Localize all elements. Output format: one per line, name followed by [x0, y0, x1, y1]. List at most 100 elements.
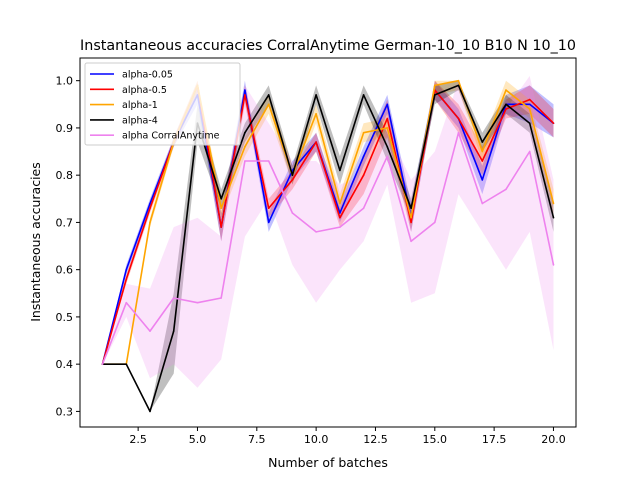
data-point	[434, 221, 436, 224]
data-point	[362, 155, 365, 158]
data-point	[291, 169, 294, 172]
data-point	[101, 363, 104, 366]
data-point	[552, 122, 555, 124]
data-point	[315, 113, 317, 115]
data-point	[528, 98, 531, 101]
data-point	[457, 117, 460, 120]
x-tick-label: 5.0	[189, 433, 207, 446]
data-point	[172, 330, 175, 332]
data-point	[315, 94, 317, 96]
y-axis-ticks: 0.3 0.4 0.5 0.6 0.7 0.8 0.9 1.0	[56, 75, 80, 418]
data-point	[125, 278, 128, 280]
data-point	[220, 226, 222, 228]
data-point	[362, 94, 365, 96]
legend-label: alpha CorralAnytime	[122, 131, 220, 142]
data-point	[125, 363, 128, 366]
y-tick-label: 0.4	[56, 358, 74, 371]
data-point	[149, 221, 151, 224]
data-point	[386, 127, 389, 129]
data-point	[267, 94, 270, 96]
data-point	[267, 207, 270, 209]
data-point	[220, 297, 222, 299]
y-tick-label: 1.0	[56, 75, 74, 88]
data-point	[528, 103, 531, 106]
confidence-band-1	[102, 80, 554, 365]
y-tick-label: 0.6	[56, 264, 74, 277]
x-tick-label: 17.5	[482, 433, 507, 446]
confidence-band-5	[102, 76, 554, 388]
data-point	[434, 84, 436, 87]
data-point	[339, 169, 341, 172]
y-axis-label: Instantaneous accuracies	[28, 162, 43, 322]
data-point	[552, 216, 555, 219]
legend: alpha-0.05 alpha-0.5 alpha-1 alpha-4 alpha C…	[84, 62, 241, 146]
data-point	[481, 150, 484, 153]
data-point	[149, 202, 151, 205]
data-point	[481, 202, 484, 205]
data-point	[315, 231, 317, 233]
data-point	[505, 89, 507, 91]
data-point	[410, 240, 412, 243]
data-point	[149, 330, 151, 332]
data-point	[149, 207, 151, 209]
chart-title: Instantaneous accuracies CorralAnytime G…	[80, 38, 576, 54]
data-point	[125, 301, 128, 304]
data-point	[244, 89, 246, 91]
data-point	[410, 207, 412, 209]
data-point	[339, 226, 341, 228]
series-line-5	[101, 131, 555, 365]
confidence-band-4	[102, 80, 554, 412]
data-point	[125, 268, 128, 271]
data-point	[386, 117, 389, 120]
data-point	[291, 174, 294, 176]
data-point	[196, 301, 199, 304]
y-tick-label: 0.9	[56, 122, 74, 135]
data-point	[220, 198, 222, 200]
x-axis-label: Number of batches	[268, 455, 388, 470]
data-point	[362, 207, 365, 209]
data-point	[386, 146, 389, 148]
data-point	[267, 160, 270, 162]
data-point	[386, 103, 389, 106]
data-point	[481, 141, 484, 143]
data-point	[505, 103, 507, 106]
data-point	[362, 131, 365, 134]
data-point	[315, 141, 317, 143]
data-point	[339, 212, 341, 214]
plot-frame	[79, 57, 577, 428]
data-point	[457, 84, 460, 87]
data-point	[505, 188, 507, 191]
data-point	[505, 108, 507, 110]
confidence-band-2	[102, 80, 554, 365]
y-tick-label: 0.3	[56, 405, 74, 418]
data-point	[244, 160, 246, 162]
series-line-4	[102, 84, 555, 413]
data-point	[267, 221, 270, 224]
x-tick-label: 20.0	[541, 433, 566, 446]
x-tick-label: 7.5	[248, 433, 266, 446]
legend-label: alpha-1	[122, 100, 158, 111]
data-point	[339, 216, 341, 219]
x-tick-label: 15.0	[423, 433, 448, 446]
data-point	[528, 108, 531, 110]
data-point	[552, 264, 555, 266]
data-point	[244, 131, 246, 134]
data-point	[220, 207, 222, 209]
data-point	[528, 122, 531, 124]
data-point	[552, 202, 555, 205]
legend-box	[84, 62, 241, 146]
data-point	[457, 131, 460, 134]
data-point	[434, 94, 436, 96]
legend-label: alpha-0.5	[122, 85, 167, 96]
data-point	[410, 221, 412, 224]
x-tick-label: 2.5	[129, 433, 147, 446]
data-point	[386, 155, 389, 158]
data-point	[481, 179, 484, 181]
data-point	[528, 150, 531, 153]
x-axis-ticks: 2.5 5.0 7.5 10.0 12.5 15.0 17.5 20.0	[129, 427, 566, 446]
x-tick-label: 10.0	[304, 433, 329, 446]
data-point	[291, 179, 294, 181]
data-point	[481, 160, 484, 162]
